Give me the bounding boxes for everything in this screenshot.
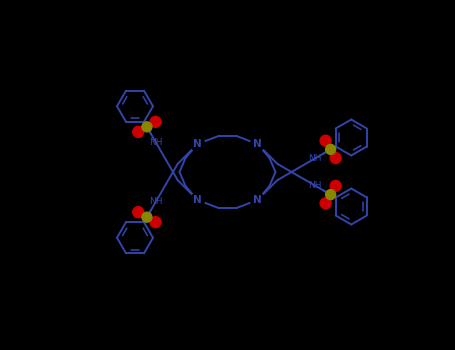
Circle shape [142, 122, 152, 132]
Circle shape [150, 217, 161, 228]
Circle shape [320, 198, 331, 209]
Text: N: N [193, 195, 202, 205]
Circle shape [191, 137, 204, 151]
Circle shape [320, 135, 331, 146]
Text: NH: NH [149, 138, 163, 147]
Text: N: N [253, 195, 262, 205]
Circle shape [326, 190, 336, 200]
Circle shape [150, 116, 161, 127]
Circle shape [330, 153, 341, 163]
Circle shape [133, 206, 144, 218]
Text: N: N [253, 139, 262, 149]
Circle shape [251, 137, 264, 151]
Text: N: N [193, 139, 202, 149]
Circle shape [326, 145, 336, 154]
Text: NH: NH [308, 181, 322, 190]
Text: NH: NH [149, 197, 163, 206]
Circle shape [191, 193, 204, 207]
Circle shape [330, 181, 341, 191]
Circle shape [133, 126, 144, 137]
Circle shape [142, 212, 152, 222]
Circle shape [251, 193, 264, 207]
Text: NH: NH [308, 154, 322, 163]
